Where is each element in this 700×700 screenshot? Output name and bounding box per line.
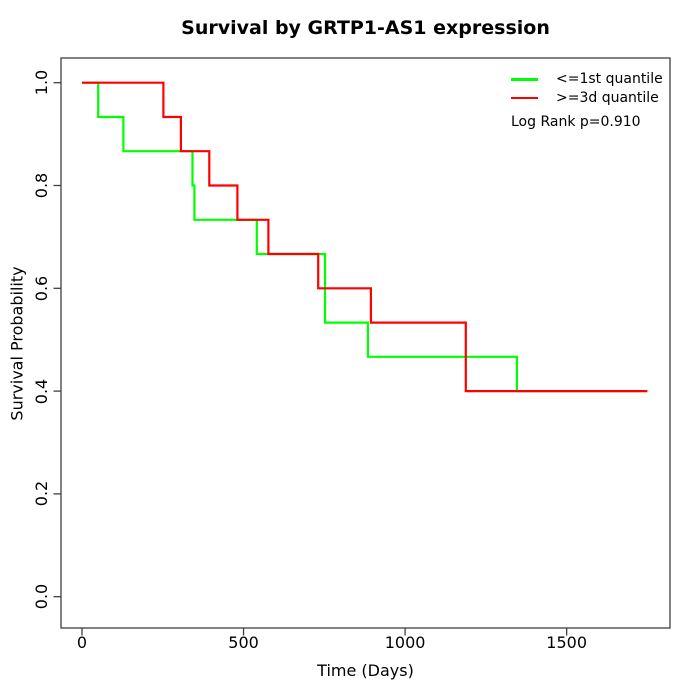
y-axis-label: Survival Probability	[5, 58, 29, 628]
y-tick-label: 1.0	[29, 56, 55, 110]
y-tick-label: 0.2	[29, 467, 55, 521]
y-tick-label-text: 0.8	[32, 172, 52, 199]
y-tick-label: 0.6	[29, 261, 55, 315]
y-tick-label: 0.8	[29, 159, 55, 213]
y-tick-label-text: 0.4	[32, 378, 52, 404]
legend-item-first-quantile: <=1st quantile	[511, 70, 663, 89]
page-title: Survival by GRTP1-AS1 expression	[181, 17, 550, 39]
y-tick-label: 0.0	[29, 570, 55, 624]
legend-line-red	[511, 96, 538, 99]
x-tick-label: 1000	[384, 633, 426, 652]
legend-label-third-quantile: >=3d quantile	[556, 89, 659, 106]
survival-curve-low-expression	[82, 81, 641, 393]
x-axis-label: Time (Days)	[317, 661, 414, 680]
plot-box	[60, 57, 671, 629]
x-tick-label: 0	[76, 633, 88, 652]
legend: <=1st quantile >=3d quantile Log Rank p=…	[511, 70, 663, 130]
legend-label-first-quantile: <=1st quantile	[556, 71, 663, 88]
y-tick-label-text: 0.2	[32, 481, 52, 507]
y-tick-label: 0.4	[29, 364, 55, 418]
survival-curve-high-expression	[82, 81, 648, 393]
y-tick-label-text: 0.6	[32, 275, 52, 302]
legend-line-green	[511, 78, 538, 81]
log-rank-annotation: Log Rank p=0.910	[511, 114, 641, 130]
y-tick-label-text: 1.0	[32, 69, 52, 96]
y-axis-label-text: Survival Probability	[7, 265, 27, 421]
x-tick-label: 1500	[546, 633, 587, 652]
legend-item-third-quantile: >=3d quantile	[511, 89, 663, 108]
x-tick-label: 500	[228, 633, 259, 652]
y-tick-label-text: 0.0	[32, 583, 52, 610]
